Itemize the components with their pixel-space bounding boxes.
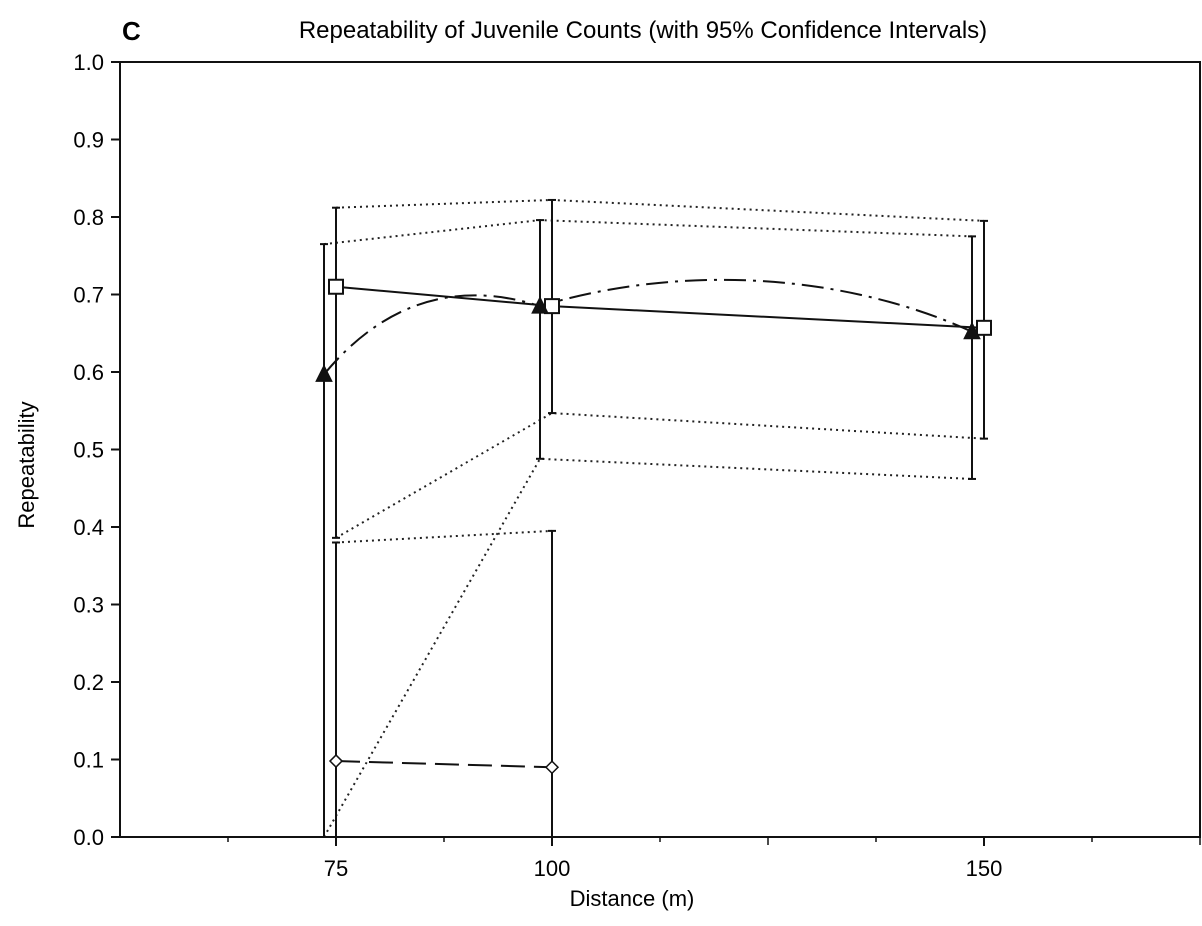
x-tick-label: 75: [324, 856, 348, 881]
chart-title: Repeatability of Juvenile Counts (with 9…: [299, 17, 987, 44]
marker-square: [976, 319, 992, 336]
y-tick-label: 0.2: [73, 670, 104, 695]
marker-triangle: [963, 321, 981, 340]
marker-triangle: [315, 364, 333, 382]
series-line-triangle: [323, 278, 973, 375]
marker-diamond: [544, 760, 560, 775]
y-tick-label: 0.9: [73, 128, 104, 153]
panel-label: C: [122, 16, 141, 46]
series-line-diamond: [335, 760, 553, 769]
y-axis-label: Repeatability: [14, 401, 39, 528]
y-tick-label: 0.5: [73, 438, 104, 463]
marker-diamond: [328, 753, 344, 769]
ci-connector-ci-high: [323, 219, 973, 246]
x-axis: 75 100 150: [227, 837, 1201, 881]
y-tick-label: 0.1: [73, 748, 104, 773]
y-tick-label: 0.4: [73, 515, 104, 540]
marker-triangle: [531, 296, 549, 314]
series-lines: [323, 278, 985, 769]
plot-frame: [119, 61, 1201, 838]
x-tick-label: 150: [966, 856, 1003, 881]
y-tick-label: 0.8: [73, 205, 104, 230]
error-bars: [320, 198, 988, 838]
ci-connector-ci-high: [335, 529, 553, 544]
y-tick-label: 0.3: [73, 593, 104, 618]
y-tick-label: 0.0: [73, 825, 104, 850]
data-markers: [315, 278, 992, 775]
y-tick-label: 0.7: [73, 283, 104, 308]
series-line-square: [335, 285, 985, 329]
marker-square: [328, 278, 344, 295]
ci-connector-ci-low: [335, 412, 985, 539]
x-tick-label: 100: [534, 856, 571, 881]
y-axis: 0.0 0.1 0.2 0.3 0.4 0.5 0.6 0.7 0.8 0.9 1.0: [73, 50, 120, 850]
x-axis-label: Distance (m): [570, 886, 695, 911]
ci-connector-ci-low: [323, 457, 973, 838]
y-tick-label: 0.6: [73, 360, 104, 385]
ci-connector-ci-high: [335, 198, 985, 222]
y-tick-label: 1.0: [73, 50, 104, 75]
